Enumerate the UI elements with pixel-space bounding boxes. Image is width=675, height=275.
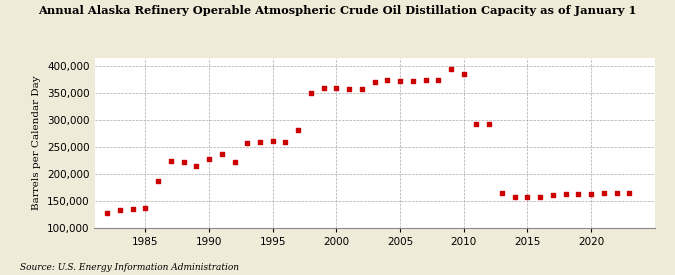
Y-axis label: Barrels per Calendar Day: Barrels per Calendar Day	[32, 76, 41, 210]
Text: Source: U.S. Energy Information Administration: Source: U.S. Energy Information Administ…	[20, 263, 239, 272]
Point	[191, 164, 202, 168]
Point	[509, 195, 520, 199]
Point	[319, 86, 329, 90]
Point	[140, 206, 151, 210]
Point	[242, 141, 252, 145]
Point	[356, 86, 367, 91]
Point	[395, 79, 406, 83]
Point	[458, 72, 469, 76]
Point	[267, 138, 278, 143]
Point	[420, 78, 431, 82]
Point	[497, 191, 508, 195]
Point	[102, 211, 113, 215]
Point	[522, 195, 533, 199]
Point	[344, 87, 354, 91]
Point	[217, 151, 227, 156]
Point	[204, 157, 215, 161]
Text: Annual Alaska Refinery Operable Atmospheric Crude Oil Distillation Capacity as o: Annual Alaska Refinery Operable Atmosphe…	[38, 6, 637, 16]
Point	[446, 66, 456, 71]
Point	[306, 91, 317, 95]
Point	[611, 191, 622, 195]
Point	[369, 80, 380, 84]
Point	[624, 191, 634, 195]
Point	[573, 192, 584, 196]
Point	[471, 122, 482, 126]
Point	[560, 192, 571, 196]
Point	[153, 178, 163, 183]
Point	[408, 79, 418, 83]
Point	[382, 78, 393, 83]
Point	[254, 140, 265, 144]
Point	[115, 208, 126, 213]
Point	[128, 207, 138, 211]
Point	[178, 160, 189, 164]
Point	[229, 160, 240, 164]
Point	[293, 128, 304, 132]
Point	[331, 85, 342, 90]
Point	[535, 195, 545, 200]
Point	[547, 192, 558, 197]
Point	[599, 191, 610, 195]
Point	[586, 192, 597, 196]
Point	[165, 159, 176, 163]
Point	[484, 122, 495, 127]
Point	[280, 139, 291, 144]
Point	[433, 78, 443, 82]
